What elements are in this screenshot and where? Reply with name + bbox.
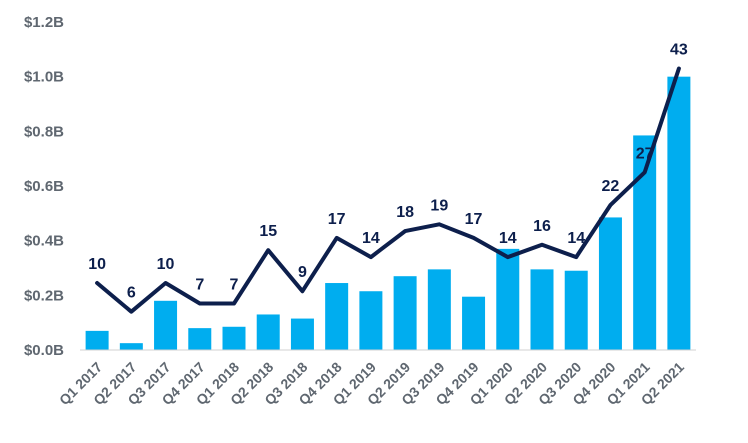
bar xyxy=(119,343,143,350)
y-tick-label: $0.0B xyxy=(24,342,64,359)
y-tick-label: $0.2B xyxy=(24,287,64,304)
y-tick-label: $1.0B xyxy=(24,69,64,86)
bar xyxy=(530,269,554,350)
data-label: 17 xyxy=(328,211,346,228)
bar xyxy=(667,76,691,351)
data-label: 43 xyxy=(670,41,688,58)
data-label: 6 xyxy=(127,285,136,302)
data-label: 15 xyxy=(259,223,277,240)
y-axis-ticks: $0.0B $0.2B $0.4B $0.6B $0.8B $1.0B $1.2B xyxy=(24,14,64,359)
bar xyxy=(85,330,109,350)
data-label: 9 xyxy=(298,264,307,281)
data-labels: 10 6 10 7 7 15 9 17 14 18 19 17 14 16 14 22 27 43 xyxy=(88,41,688,301)
y-tick-label: $0.4B xyxy=(24,233,64,250)
data-label: 10 xyxy=(157,256,175,273)
data-label: 14 xyxy=(362,230,380,247)
bar xyxy=(393,276,417,350)
data-label: 27 xyxy=(636,145,654,162)
y-tick-label: $1.2B xyxy=(24,14,64,31)
bar xyxy=(154,300,178,350)
data-label: 22 xyxy=(602,178,620,195)
bar xyxy=(598,217,622,350)
data-label: 14 xyxy=(567,230,585,247)
y-tick-label: $0.8B xyxy=(24,123,64,140)
bar xyxy=(633,135,657,350)
data-label: 10 xyxy=(88,256,106,273)
bar xyxy=(462,296,486,350)
bar xyxy=(325,283,349,350)
data-label: 17 xyxy=(465,211,483,228)
bar-series xyxy=(85,76,691,351)
bar xyxy=(256,314,280,350)
data-label: 19 xyxy=(430,197,448,214)
y-tick-label: $0.6B xyxy=(24,178,64,195)
bar xyxy=(290,318,314,350)
deal-count-line xyxy=(95,66,681,314)
data-label: 14 xyxy=(499,230,517,247)
bar xyxy=(427,269,451,350)
data-label: 16 xyxy=(533,218,551,235)
bar xyxy=(359,291,383,350)
data-label: 7 xyxy=(195,277,204,294)
data-label: 18 xyxy=(396,204,414,221)
data-label: 7 xyxy=(230,277,239,294)
bar xyxy=(188,328,212,350)
bar xyxy=(222,326,246,350)
bar xyxy=(496,248,520,350)
bar xyxy=(564,270,588,350)
